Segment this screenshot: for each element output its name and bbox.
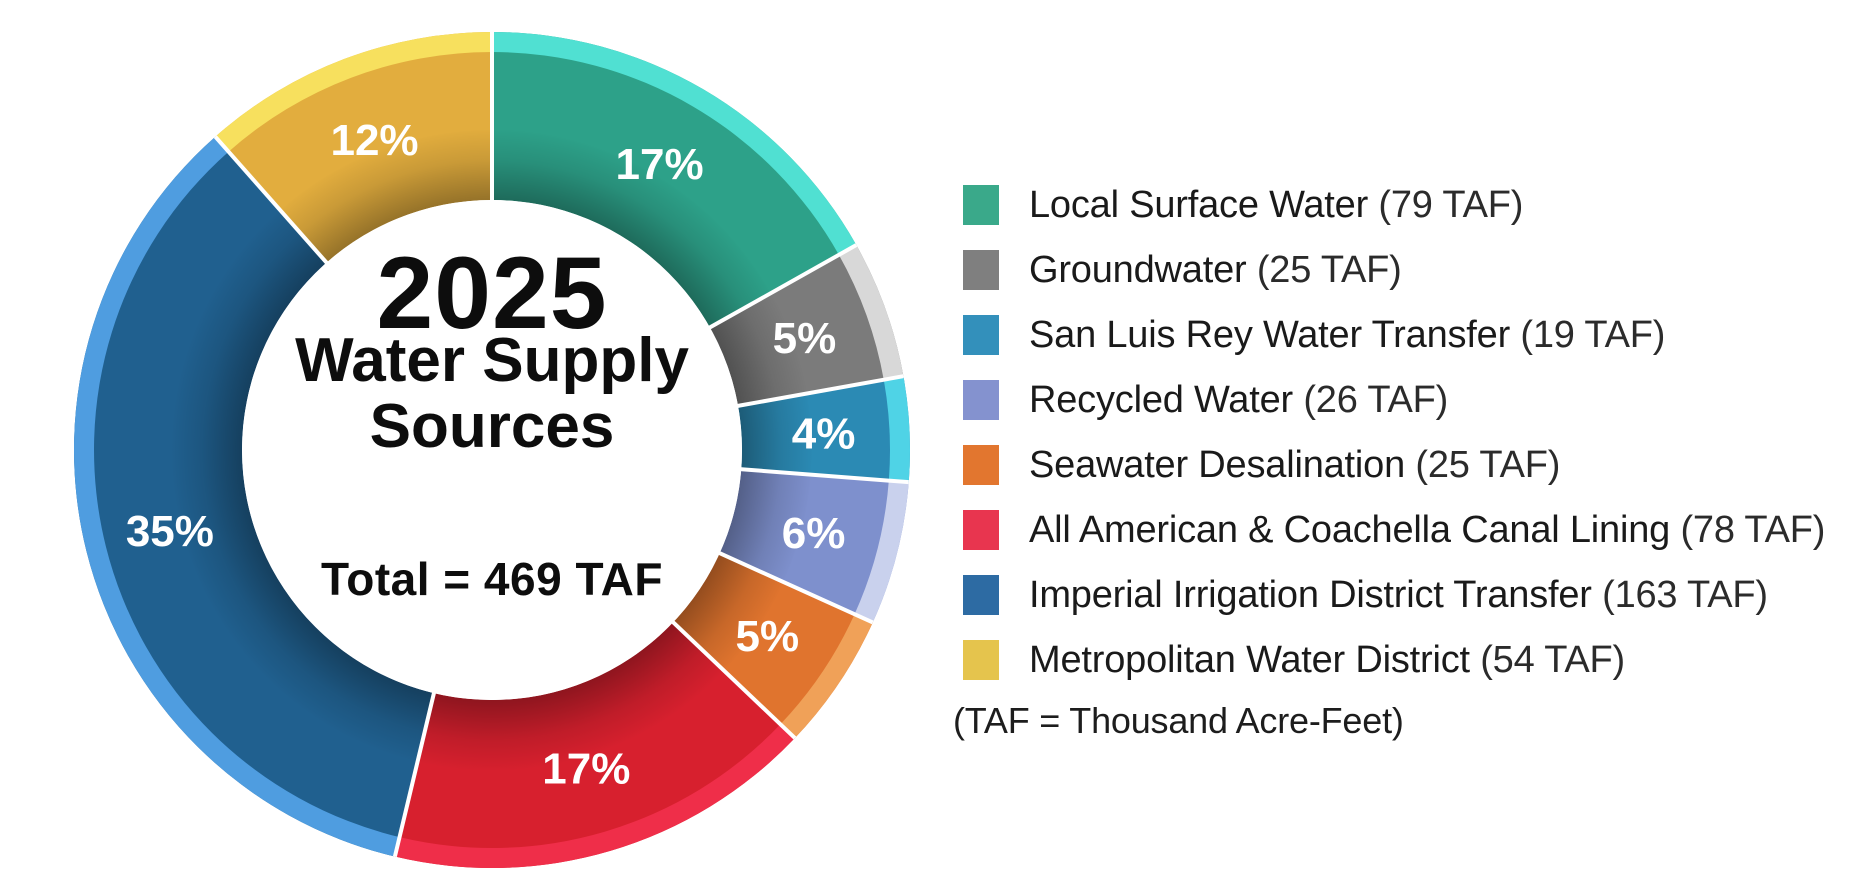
legend-value: (78 TAF) <box>1680 508 1826 551</box>
legend-value: (54 TAF) <box>1480 638 1626 681</box>
legend-note: (TAF = Thousand Acre-Feet) <box>953 700 1404 741</box>
legend-label: All American & Coachella Canal Lining (7… <box>1029 508 1826 551</box>
legend-swatch <box>963 315 999 355</box>
slice-separator <box>669 618 797 740</box>
legend-item: All American & Coachella Canal Lining (7… <box>963 508 1826 551</box>
legend-value: (19 TAF) <box>1520 313 1666 356</box>
pie-slice <box>492 32 857 328</box>
pie-slice-highlight <box>394 724 795 868</box>
legend-item: San Luis Rey Water Transfer (19 TAF) <box>963 313 1825 356</box>
pie-slice-highlight <box>883 376 910 483</box>
slice-percent-label: 5% <box>773 314 837 363</box>
slice-percent-label: 17% <box>542 745 630 794</box>
slice-percent-label: 5% <box>736 612 800 661</box>
chart-legend: Local Surface Water (79 TAF) Groundwater … <box>963 183 1826 705</box>
legend-item: Seawater Desalination (25 TAF) <box>963 443 1825 486</box>
pie-slice-highlight <box>838 245 904 380</box>
donut-total-label: Total = 469 TAF <box>321 553 663 605</box>
legend-label: Imperial Irrigation District Transfer (1… <box>1029 573 1768 616</box>
legend-item: Metropolitan Water District (54 TAF) <box>963 638 1825 681</box>
legend-value: (25 TAF) <box>1415 443 1561 486</box>
donut-center-title: Water Supply Sources <box>192 326 792 462</box>
legend-swatch <box>963 185 999 225</box>
legend-label: Metropolitan Water District (54 TAF) <box>1029 638 1626 681</box>
legend-item: Imperial Irrigation District Transfer (1… <box>963 573 1825 616</box>
donut-center-title-line1: Water Supply <box>295 326 689 395</box>
legend-label: Local Surface Water (79 TAF) <box>1029 183 1524 226</box>
legend-label: Groundwater (25 TAF) <box>1029 248 1402 291</box>
slice-percent-label: 6% <box>782 509 846 558</box>
legend-swatch <box>963 510 999 550</box>
slice-separator <box>706 243 858 331</box>
pie-slice-highlight <box>492 32 857 255</box>
slice-separator <box>392 689 437 858</box>
donut-center-year: 2025 <box>376 236 608 350</box>
legend-value: (163 TAF) <box>1602 573 1768 616</box>
slice-percent-label: 12% <box>330 116 418 165</box>
legend-label: San Luis Rey Water Transfer (19 TAF) <box>1029 313 1666 356</box>
pie-slice-highlight <box>854 480 909 623</box>
pie-slice-highlight <box>215 32 493 152</box>
slice-separator <box>734 374 904 409</box>
slice-percent-label: 17% <box>616 140 704 189</box>
legend-label: Recycled Water (26 TAF) <box>1029 378 1449 421</box>
legend-swatch <box>963 640 999 680</box>
slice-percent-label: 35% <box>126 507 214 556</box>
legend-item: Local Surface Water (79 TAF) <box>963 183 1825 226</box>
legend-item: Groundwater (25 TAF) <box>963 248 1825 291</box>
legend-swatch <box>963 380 999 420</box>
legend-label: Seawater Desalination (25 TAF) <box>1029 443 1561 486</box>
donut-center-circle <box>242 200 742 700</box>
slice-separator <box>738 467 909 485</box>
slice-separator <box>213 135 330 267</box>
legend-swatch <box>963 575 999 615</box>
slice-percent-label: 4% <box>792 410 856 459</box>
legend-swatch <box>963 250 999 290</box>
donut-center-title-line2: Sources <box>369 392 615 462</box>
legend-item: Recycled Water (26 TAF) <box>963 378 1825 421</box>
legend-swatch <box>963 445 999 485</box>
pie-slice-highlight <box>74 136 400 857</box>
legend-value: (25 TAF) <box>1256 248 1402 291</box>
pie-slice-highlight <box>780 614 873 739</box>
legend-value: (79 TAF) <box>1378 183 1524 226</box>
legend-value: (26 TAF) <box>1303 378 1449 421</box>
slice-separator <box>716 550 874 625</box>
